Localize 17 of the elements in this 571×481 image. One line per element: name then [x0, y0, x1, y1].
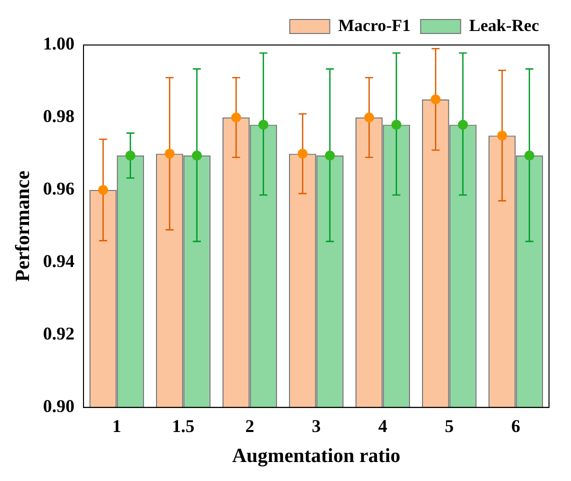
x-tick-label: 4 — [378, 416, 388, 436]
x-tick-label: 3 — [312, 416, 321, 436]
y-axis-title: Performance — [12, 170, 34, 282]
y-tick-label: 0.94 — [43, 251, 74, 272]
x-tick-label: 6 — [511, 416, 520, 436]
legend-label: Macro-F1 — [338, 16, 411, 35]
x-tick-label: 5 — [444, 416, 454, 436]
legend-label: Leak-Rec — [469, 16, 540, 35]
y-tick-label: 1.00 — [43, 34, 74, 54]
x-tick-label: 1 — [112, 416, 122, 436]
y-tick-label: 0.96 — [43, 178, 74, 199]
x-tick-label: 1.5 — [172, 416, 194, 436]
x-tick-label: 2 — [245, 416, 254, 436]
y-tick-label: 0.90 — [43, 396, 74, 416]
y-tick-label: 0.92 — [43, 324, 74, 344]
x-axis-title: Augmentation ratio — [232, 445, 400, 468]
y-tick-label: 0.98 — [43, 106, 74, 126]
